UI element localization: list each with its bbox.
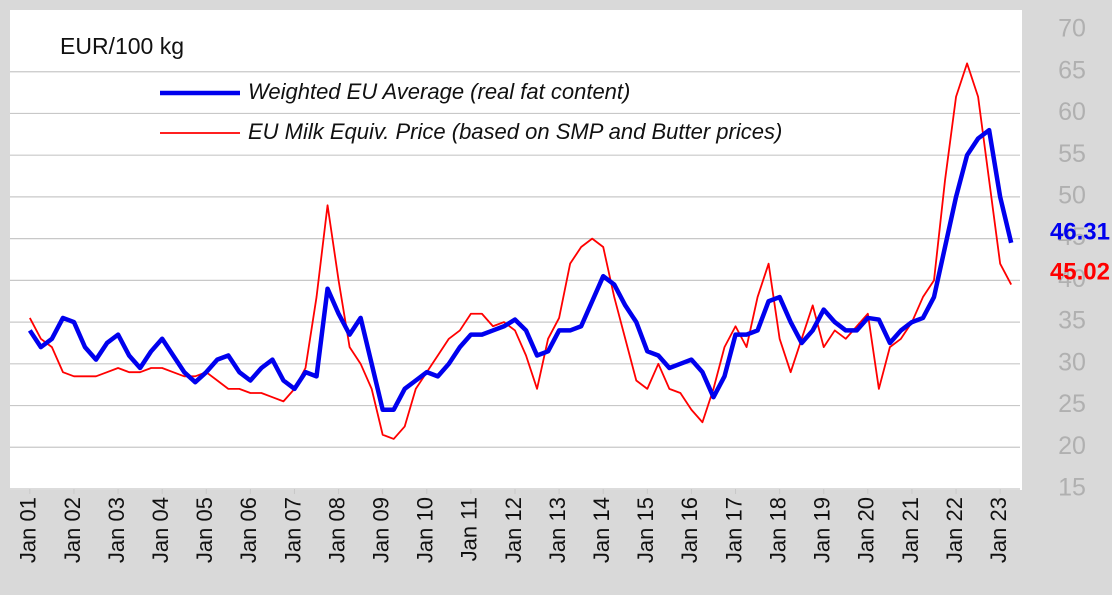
- end-value-label: 46.31: [1050, 218, 1110, 245]
- x-tick-label: Jan 23: [986, 497, 1011, 563]
- x-tick-label: Jan 19: [810, 497, 835, 563]
- x-tick-label: Jan 10: [413, 497, 438, 563]
- y-tick-label: 40: [1058, 265, 1086, 293]
- x-tick-label: Jan 16: [677, 497, 702, 563]
- x-tick-label: Jan 08: [324, 497, 349, 563]
- y-tick-label: 45: [1058, 223, 1086, 251]
- y-tick-label: 35: [1058, 307, 1086, 335]
- y-tick-label: 65: [1058, 56, 1086, 84]
- x-tick-label: Jan 01: [16, 497, 41, 563]
- y-tick-label: 15: [1058, 474, 1086, 502]
- x-tick-label: Jan 14: [589, 497, 614, 563]
- plot-area: [10, 10, 1022, 490]
- x-tick-label: Jan 15: [633, 497, 658, 563]
- y-tick-label: 70: [1058, 15, 1086, 43]
- x-tick-label: Jan 21: [898, 497, 923, 563]
- series-line: [27, 127, 1014, 412]
- x-tick-label: Jan 11: [457, 497, 482, 561]
- x-tick-label: Jan 17: [721, 497, 746, 563]
- y-tick-label: 50: [1058, 182, 1086, 210]
- x-tick-label: Jan 12: [501, 497, 526, 563]
- x-tick-label: Jan 07: [280, 497, 305, 563]
- x-tick-label: Jan 18: [765, 497, 790, 563]
- x-tick-label: Jan 02: [60, 497, 85, 563]
- y-tick-label: 55: [1058, 140, 1086, 168]
- x-tick-label: Jan 03: [104, 497, 129, 563]
- x-tick-label: Jan 09: [368, 497, 393, 563]
- x-tick-label: Jan 22: [942, 497, 967, 563]
- unit-label: EUR/100 kg: [60, 33, 184, 59]
- y-tick-label: 25: [1058, 390, 1086, 418]
- x-tick-label: Jan 20: [854, 497, 879, 563]
- legend-label: Weighted EU Average (real fat content): [248, 79, 630, 104]
- x-tick-label: Jan 13: [545, 497, 570, 563]
- y-tick-label: 30: [1058, 348, 1086, 376]
- end-value-label: 45.02: [1050, 258, 1110, 285]
- x-tick-label: Jan 05: [192, 497, 217, 563]
- x-tick-label: Jan 06: [236, 497, 261, 563]
- y-tick-label: 60: [1058, 98, 1086, 126]
- legend-label: EU Milk Equiv. Price (based on SMP and B…: [248, 119, 782, 144]
- y-tick-label: 20: [1058, 432, 1086, 460]
- x-tick-label: Jan 04: [148, 497, 173, 563]
- series-line: [29, 62, 1012, 440]
